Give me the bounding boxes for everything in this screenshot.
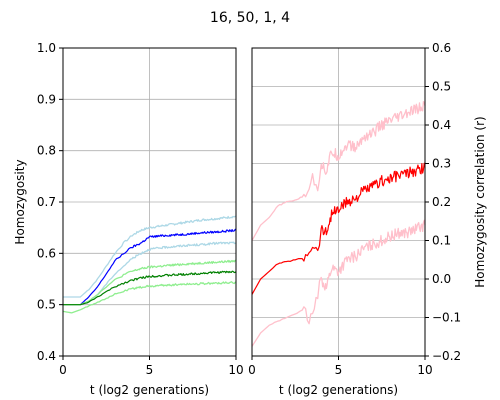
right-series-line: [251, 162, 426, 295]
left-ticks: 0 5 10 0.4 0.5 0.6 0.7 0.8 0.9 1.0: [37, 41, 244, 377]
right-y-tick-label: 0.0: [432, 272, 451, 286]
right-y-tick-label: 0.4: [432, 118, 451, 132]
left-grid: [62, 47, 237, 357]
left-series-line: [63, 259, 237, 306]
right-series: [251, 100, 426, 347]
left-y-tick-label: 1.0: [37, 41, 56, 55]
homozygosity-panel: 0 5 10 0.4 0.5 0.6 0.7 0.8 0.9 1.0 t (log2 genera…: [13, 41, 244, 397]
left-x-tick-label: 0: [59, 363, 67, 377]
right-x-tick-label: 10: [417, 363, 432, 377]
left-x-axis-label: t (log2 generations): [90, 383, 209, 397]
left-series-line: [63, 270, 237, 306]
right-ticks: 0 5 10−0.2 −0.1 0.0 0.1 0.2 0.3 0.4 0.5 0.6: [248, 41, 461, 377]
right-y-tick-label: 0.3: [432, 157, 451, 171]
right-x-tick-label: 5: [335, 363, 343, 377]
left-x-tick-label: 10: [228, 363, 243, 377]
left-series: [62, 215, 237, 314]
right-y-tick-label: −0.2: [432, 349, 461, 363]
right-series-line: [251, 100, 426, 241]
left-y-tick-label: 0.9: [37, 92, 56, 106]
left-series-line: [63, 215, 237, 298]
left-y-tick-label: 0.7: [37, 195, 56, 209]
left-series-line: [62, 281, 237, 314]
left-series-line: [63, 241, 237, 306]
right-y-tick-label: −0.1: [432, 311, 461, 325]
left-y-tick-label: 0.5: [37, 298, 56, 312]
right-y-axis-label: Homozygosity correlation (r): [473, 116, 487, 287]
right-y-tick-label: 0.2: [432, 195, 451, 209]
left-series-line: [63, 228, 237, 306]
left-y-tick-label: 0.6: [37, 246, 56, 260]
right-grid: [251, 47, 426, 357]
left-y-axis-label: Homozygosity: [13, 159, 27, 244]
right-x-axis-label: t (log2 generations): [279, 383, 398, 397]
right-y-tick-label: 0.6: [432, 41, 451, 55]
correlation-panel: 0 5 10−0.2 −0.1 0.0 0.1 0.2 0.3 0.4 0.5 0.6 t (log…: [248, 41, 487, 397]
right-y-tick-label: 0.1: [432, 234, 451, 248]
right-x-tick-label: 0: [248, 363, 256, 377]
right-y-tick-label: 0.5: [432, 80, 451, 94]
left-x-tick-label: 5: [146, 363, 154, 377]
left-y-tick-label: 0.4: [37, 349, 56, 363]
figure-title: 16, 50, 1, 4: [210, 10, 290, 26]
left-y-tick-label: 0.8: [37, 144, 56, 158]
right-series-line: [251, 219, 426, 347]
